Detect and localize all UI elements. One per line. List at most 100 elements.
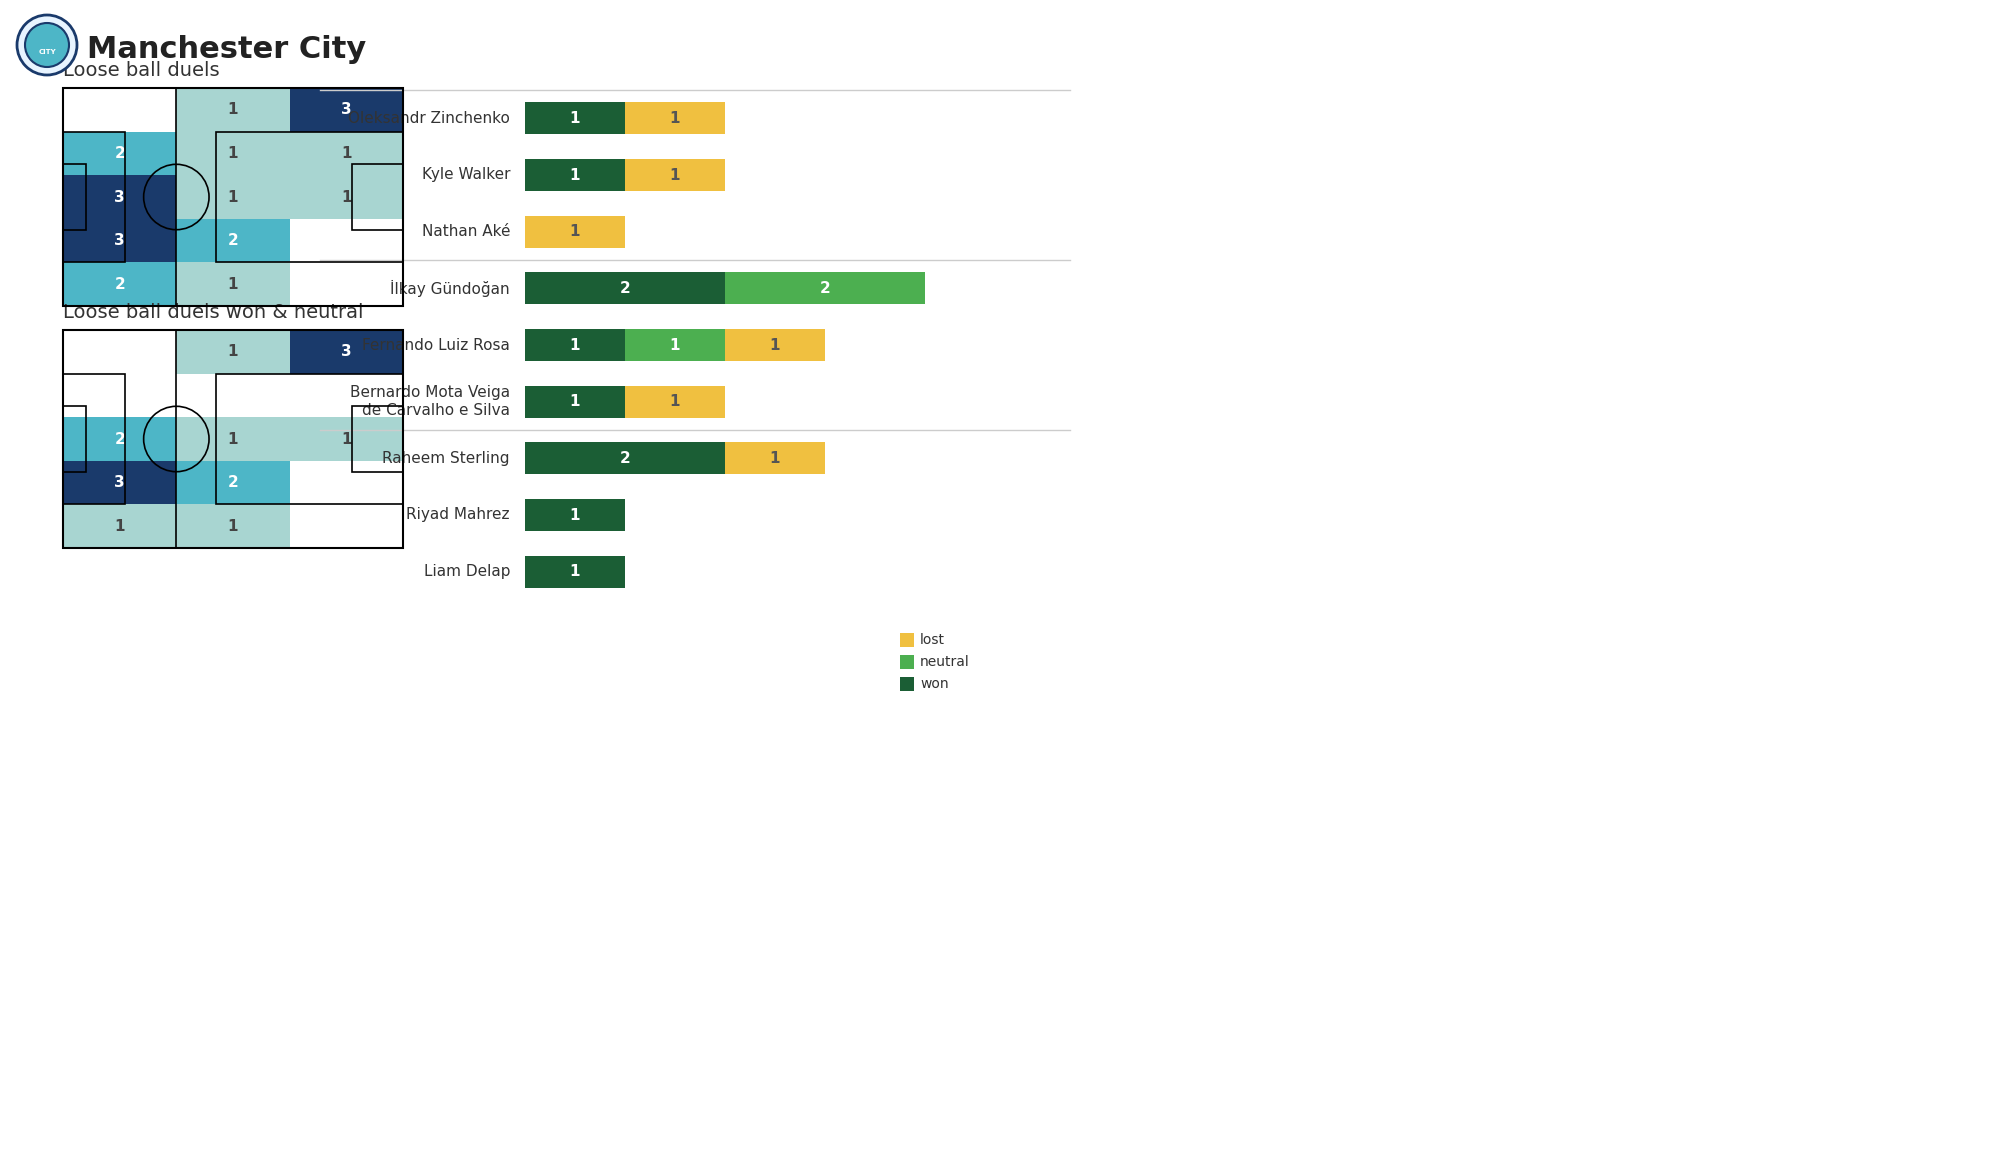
Text: 1: 1 xyxy=(228,189,238,204)
Bar xyxy=(524,442,724,475)
Text: 1: 1 xyxy=(228,102,238,118)
Bar xyxy=(524,273,724,304)
Text: 2: 2 xyxy=(114,146,126,161)
Text: 2: 2 xyxy=(114,431,126,446)
Text: 1: 1 xyxy=(570,508,580,523)
Text: 3: 3 xyxy=(114,189,124,204)
Text: 1: 1 xyxy=(570,224,580,240)
Text: 3: 3 xyxy=(342,344,352,360)
Bar xyxy=(176,219,290,262)
Bar xyxy=(216,132,402,262)
Text: 1: 1 xyxy=(570,394,580,409)
Text: 1: 1 xyxy=(670,110,680,126)
Bar xyxy=(524,556,624,588)
Bar xyxy=(290,88,402,132)
Text: 2: 2 xyxy=(228,475,238,490)
Bar xyxy=(176,504,290,548)
Text: 1: 1 xyxy=(114,518,124,533)
Text: Oleksandr Zinchenko: Oleksandr Zinchenko xyxy=(348,110,510,126)
Text: CITY: CITY xyxy=(38,49,56,55)
Bar xyxy=(64,88,404,306)
Text: 1: 1 xyxy=(770,451,780,465)
Text: 1: 1 xyxy=(670,394,680,409)
Bar xyxy=(64,330,404,548)
Text: İlkay Gündoğan: İlkay Gündoğan xyxy=(390,280,510,297)
Text: 1: 1 xyxy=(342,189,352,204)
Bar xyxy=(352,165,404,229)
Bar xyxy=(64,165,86,229)
Bar xyxy=(524,159,624,192)
Text: 1: 1 xyxy=(670,168,680,182)
Bar xyxy=(176,132,290,175)
Circle shape xyxy=(16,15,76,75)
Text: 2: 2 xyxy=(620,451,630,465)
Text: Liam Delap: Liam Delap xyxy=(424,564,510,579)
Text: 1: 1 xyxy=(342,146,352,161)
Text: neutral: neutral xyxy=(920,654,970,669)
Bar xyxy=(176,330,290,374)
Bar xyxy=(290,175,402,219)
Bar xyxy=(290,132,402,175)
Bar xyxy=(176,417,290,461)
Bar xyxy=(64,219,176,262)
Text: Loose ball duels: Loose ball duels xyxy=(64,61,220,80)
Text: 3: 3 xyxy=(342,102,352,118)
Bar xyxy=(290,330,402,374)
Text: 2: 2 xyxy=(620,281,630,296)
Text: Kyle Walker: Kyle Walker xyxy=(422,168,510,182)
Text: 1: 1 xyxy=(570,168,580,182)
Text: 1: 1 xyxy=(228,276,238,291)
Bar xyxy=(624,159,724,192)
Bar xyxy=(64,88,404,306)
Bar xyxy=(176,461,290,504)
Bar xyxy=(64,132,176,175)
Bar xyxy=(290,417,402,461)
Text: Loose ball duels won & neutral: Loose ball duels won & neutral xyxy=(64,303,364,322)
Bar xyxy=(176,175,290,219)
Bar xyxy=(524,102,624,134)
Bar xyxy=(624,329,724,361)
Text: Manchester City: Manchester City xyxy=(88,35,366,65)
Bar xyxy=(624,385,724,417)
Bar xyxy=(64,132,126,262)
Circle shape xyxy=(24,24,68,67)
Bar xyxy=(64,330,404,548)
Bar xyxy=(352,407,404,471)
Bar xyxy=(724,442,826,475)
Text: Riyad Mahrez: Riyad Mahrez xyxy=(406,508,510,523)
Text: 2: 2 xyxy=(820,281,830,296)
Bar xyxy=(524,499,624,531)
Bar xyxy=(64,374,126,504)
Bar xyxy=(216,374,402,504)
Text: 1: 1 xyxy=(770,337,780,352)
Text: 1: 1 xyxy=(228,431,238,446)
Text: 2: 2 xyxy=(114,276,126,291)
Bar xyxy=(724,273,924,304)
Text: 3: 3 xyxy=(114,475,124,490)
Bar xyxy=(176,88,290,132)
Bar xyxy=(524,329,624,361)
Bar xyxy=(64,175,176,219)
Text: 1: 1 xyxy=(228,518,238,533)
Bar xyxy=(64,407,86,471)
Bar xyxy=(64,504,176,548)
Bar xyxy=(64,461,176,504)
Text: 1: 1 xyxy=(570,564,580,579)
Text: Nathan Aké: Nathan Aké xyxy=(422,224,510,240)
Bar xyxy=(624,102,724,134)
Bar xyxy=(900,677,914,691)
Text: 1: 1 xyxy=(570,337,580,352)
Text: 3: 3 xyxy=(114,233,124,248)
Bar xyxy=(900,654,914,669)
Text: 1: 1 xyxy=(228,344,238,360)
Text: Fernando Luiz Rosa: Fernando Luiz Rosa xyxy=(362,337,510,352)
Bar xyxy=(64,417,176,461)
Bar xyxy=(900,633,914,647)
Text: Bernardo Mota Veiga
de Carvalho e Silva: Bernardo Mota Veiga de Carvalho e Silva xyxy=(350,385,510,418)
Text: Raheem Sterling: Raheem Sterling xyxy=(382,451,510,465)
Text: 1: 1 xyxy=(570,110,580,126)
Text: 2: 2 xyxy=(228,233,238,248)
Bar xyxy=(724,329,826,361)
Text: 1: 1 xyxy=(342,431,352,446)
Text: 1: 1 xyxy=(228,146,238,161)
